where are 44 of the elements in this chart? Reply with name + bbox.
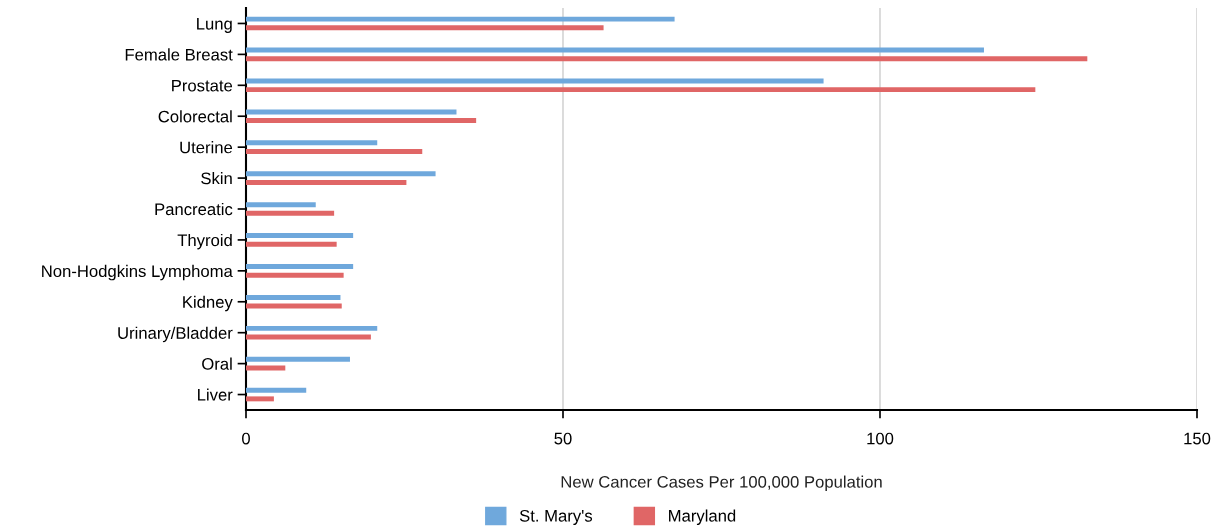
bar (246, 202, 316, 208)
bar (246, 264, 354, 269)
y-tick-label: Skin (201, 172, 232, 185)
bar (246, 396, 274, 402)
y-tick-label: Kidney (183, 295, 233, 312)
bar (246, 233, 354, 239)
y-tick-label: Non-Hodgkins Lymphoma (42, 264, 233, 281)
bar (246, 47, 984, 53)
x-tick-label: 0 (242, 432, 250, 445)
bar (246, 325, 378, 331)
bar (246, 294, 341, 300)
bar (246, 16, 675, 22)
y-tick-label: Prostate (172, 79, 233, 92)
bar (246, 118, 477, 124)
legend-label: Maryland (669, 509, 736, 525)
bar (246, 56, 1088, 62)
bar (246, 171, 436, 177)
bar (246, 25, 604, 31)
bar (246, 87, 1036, 93)
bar (246, 272, 344, 278)
y-tick-label: Female Breast (125, 48, 233, 61)
bar (246, 109, 457, 115)
y-tick-label: Lung (197, 18, 232, 33)
y-tick-label: Thyroid (177, 233, 232, 250)
bar (246, 365, 286, 371)
y-tick-label: Uterine (180, 141, 233, 154)
bar (246, 179, 407, 185)
legend-label: St. Mary's (519, 509, 593, 525)
bar (246, 303, 342, 309)
y-tick-label: Urinary/Bladder (118, 326, 233, 343)
bar (246, 140, 378, 146)
bar (246, 241, 337, 247)
y-tick-label: Colorectal (158, 110, 232, 123)
bar (246, 210, 335, 216)
y-tick-label: Oral (202, 357, 232, 370)
x-tick-label: 150 (1184, 432, 1211, 445)
bar (246, 356, 350, 362)
x-tick-label: 50 (554, 432, 572, 445)
bar (246, 149, 423, 154)
y-tick-label: Liver (198, 388, 233, 401)
x-tick-label: 100 (867, 432, 894, 445)
y-tick-label: Pancreatic (155, 202, 233, 216)
bar (246, 387, 307, 393)
x-axis-title: New Cancer Cases Per 100,000 Population (561, 475, 882, 492)
